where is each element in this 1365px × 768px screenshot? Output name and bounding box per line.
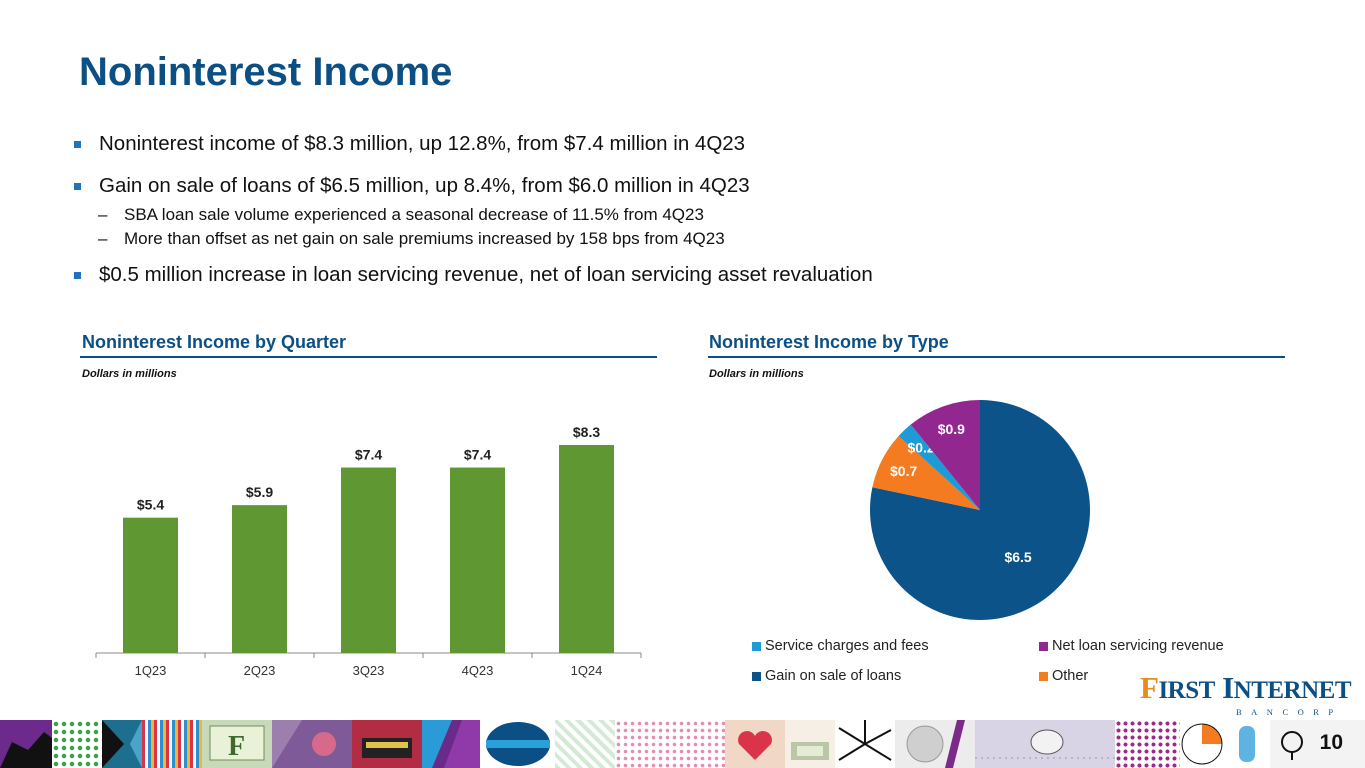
footer-tile	[352, 720, 422, 768]
footer-tile	[835, 720, 895, 768]
bar-4q23	[450, 467, 505, 653]
section-divider	[80, 356, 657, 358]
legend-item-service-charges: Service charges and fees	[752, 638, 929, 654]
footer-tile	[422, 720, 480, 768]
bar-1q23	[123, 517, 178, 653]
logo-initial: I	[1222, 670, 1234, 705]
footer-tile	[1225, 720, 1270, 768]
legend-swatch	[1039, 641, 1048, 651]
decorative-footer-strip: F	[0, 720, 1365, 768]
bar-value-label: $5.4	[137, 497, 164, 513]
pie-slice-net-loan-servicing-revenue	[910, 400, 980, 510]
logo-tagline: BANCORP	[1236, 707, 1343, 717]
footer-tile	[555, 720, 615, 768]
legend-label: Gain on sale of loans	[765, 668, 902, 684]
bar-value-label: $8.3	[573, 424, 600, 440]
pie-chart-title: Noninterest Income by Type	[709, 332, 949, 352]
pie-value-label: $0.7	[890, 463, 917, 479]
footer-tile	[1270, 720, 1365, 768]
legend-label: Net loan servicing revenue	[1052, 638, 1224, 654]
company-logo: FIRST INTERNET BANCORP	[1140, 670, 1352, 717]
logo-text: NTERNET	[1233, 677, 1352, 704]
legend-label: Other	[1052, 668, 1089, 684]
bar-value-label: $5.9	[246, 484, 273, 500]
legend-swatch	[1039, 671, 1048, 681]
legend-item-other: Other	[1039, 668, 1088, 684]
pie-slice-service-charges-and-fees	[898, 424, 980, 510]
footer-tile	[102, 720, 142, 768]
bar-2q23	[232, 505, 287, 653]
bullet-item: $0.5 million increase in loan servicing …	[72, 261, 1302, 289]
footer-tile	[895, 720, 975, 768]
footer-tile	[1115, 720, 1180, 768]
footer-tile	[480, 720, 555, 768]
footer-tile	[52, 720, 102, 768]
legend-label: Service charges and fees	[765, 638, 929, 654]
logo-initial: F	[1140, 670, 1159, 705]
bar-chart-title: Noninterest Income by Quarter	[82, 332, 347, 352]
pie-slice-other	[872, 435, 980, 510]
bar-value-label: $7.4	[464, 447, 491, 463]
page-title: Noninterest Income	[79, 50, 453, 94]
bullet-list: Noninterest income of $8.3 million, up 1…	[72, 130, 1302, 289]
svg-text:F: F	[228, 731, 245, 762]
legend-swatch	[752, 671, 761, 681]
x-tick-label: 1Q24	[571, 663, 603, 678]
footer-tile	[785, 720, 835, 768]
pie-chart-subtitle: Dollars in millions	[709, 368, 804, 380]
footer-tile	[142, 720, 202, 768]
page-number: 10	[1319, 731, 1343, 754]
sub-bullet-item: More than offset as net gain on sale pre…	[72, 227, 1302, 251]
pie-chart: $6.5$0.7$0.2$0.9	[870, 400, 1090, 620]
footer-tile	[0, 720, 52, 768]
logo-text: IRST	[1158, 677, 1215, 704]
footer-tile	[725, 720, 785, 768]
pie-value-label: $0.9	[938, 421, 965, 437]
bullet-item: Noninterest income of $8.3 million, up 1…	[72, 130, 1302, 158]
pie-value-label: $6.5	[1004, 549, 1031, 565]
bar-value-label: $7.4	[355, 447, 382, 463]
bar-3q23	[341, 467, 396, 653]
footer-tile: F	[202, 720, 272, 768]
bar-chart: $5.4 1Q23 $5.9 2Q23 $7.4 3Q23 $7.4 4Q23 $8.3 1Q24	[95, 424, 642, 678]
legend-item-net-loan-servicing: Net loan servicing revenue	[1039, 638, 1224, 654]
bar-1q24	[559, 445, 614, 653]
bullet-item: Gain on sale of loans of $6.5 million, u…	[72, 172, 1302, 200]
footer-tile	[615, 720, 725, 768]
footer-tile	[975, 720, 1115, 768]
footer-tile	[1180, 720, 1225, 768]
sub-bullet-item: SBA loan sale volume experienced a seaso…	[72, 203, 1302, 227]
legend-swatch	[752, 641, 761, 651]
x-tick-label: 1Q23	[135, 663, 167, 678]
x-tick-label: 3Q23	[353, 663, 385, 678]
x-tick-label: 4Q23	[462, 663, 494, 678]
legend-item-gain-on-sale: Gain on sale of loans	[752, 668, 901, 684]
x-tick-label: 2Q23	[244, 663, 276, 678]
bar-chart-subtitle: Dollars in millions	[82, 368, 177, 380]
section-divider	[708, 356, 1285, 358]
footer-tile	[272, 720, 352, 768]
